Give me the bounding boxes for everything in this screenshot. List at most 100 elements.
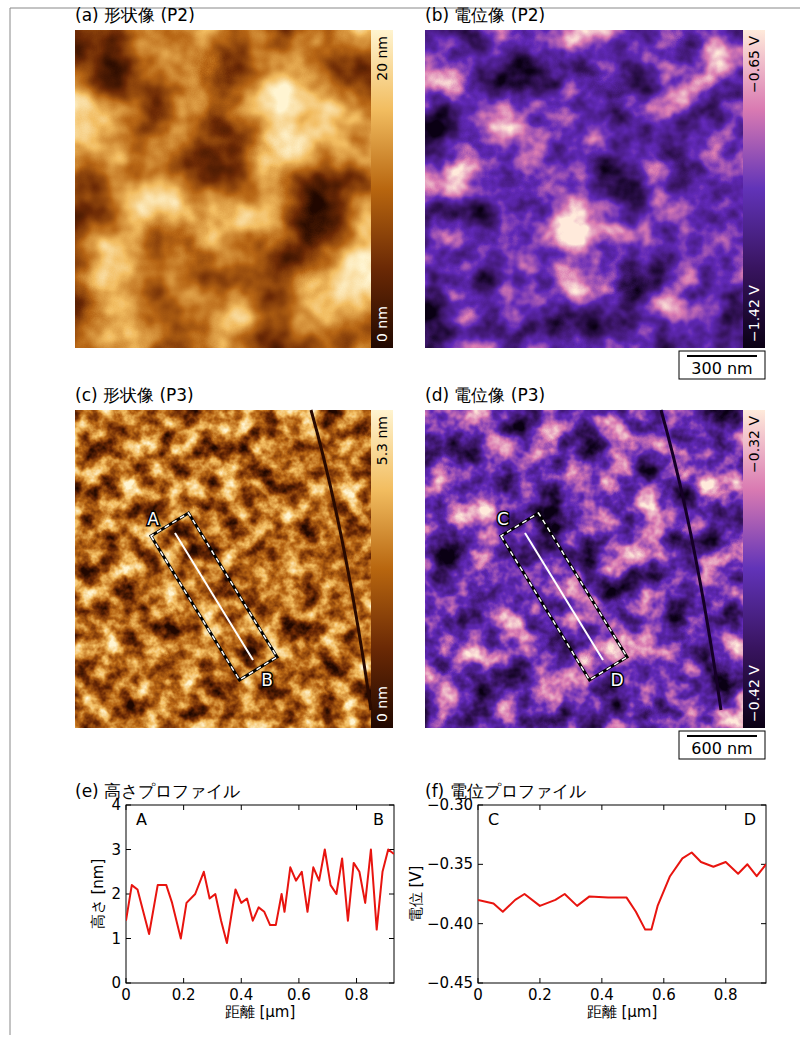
y-axis-title: 電位 [V]	[407, 866, 425, 923]
x-tick	[601, 978, 602, 983]
y-tick	[761, 805, 766, 806]
panel-title: (b) 電位像 (P2)	[425, 5, 545, 25]
x-tick	[241, 805, 242, 810]
profile-end-label: D	[744, 810, 756, 829]
scale-bar-box	[679, 731, 765, 759]
color-bar	[743, 410, 765, 728]
color-bar	[371, 410, 393, 728]
y-tick	[126, 983, 131, 984]
x-tick-label: 0.6	[287, 986, 311, 1004]
x-axis-title: 距離 [μm]	[225, 1003, 296, 1021]
profile-line	[525, 533, 603, 660]
y-tick-label: 4	[111, 796, 121, 814]
x-tick	[539, 805, 540, 810]
x-tick	[725, 978, 726, 983]
scan-image	[75, 410, 371, 728]
x-tick-label: 0.4	[229, 986, 253, 1004]
x-tick	[356, 978, 357, 983]
x-tick	[183, 978, 184, 983]
y-tick-label: −0.45	[427, 974, 473, 992]
profile-line	[175, 533, 253, 660]
profile-box	[501, 513, 627, 680]
scale-bar-box	[679, 351, 765, 379]
x-tick	[241, 978, 242, 983]
x-tick	[601, 805, 602, 810]
panel-title: (e) 高さプロファイル	[75, 781, 240, 801]
y-tick	[389, 938, 394, 939]
panel-title: (c) 形状像 (P3)	[75, 385, 194, 405]
y-tick	[389, 983, 394, 984]
profile-box	[501, 513, 627, 680]
plot-area	[478, 853, 766, 930]
figure: (a) 形状像 (P2)0 nm20 nm(b) 電位像 (P2)−1.42 V…	[0, 0, 806, 1039]
x-tick	[478, 805, 479, 810]
scale-bar-label: 300 nm	[691, 359, 752, 378]
color-bar-label: −0.65 V	[746, 36, 762, 93]
x-tick-label: 0	[121, 986, 131, 1004]
x-tick	[356, 805, 357, 810]
y-tick	[126, 849, 131, 850]
y-tick-label: 3	[111, 841, 121, 859]
x-tick-label: 0.4	[590, 986, 614, 1004]
color-bar-label: 0 nm	[374, 686, 390, 722]
x-tick-label: 0.2	[528, 986, 552, 1004]
x-tick-label: 0.8	[345, 986, 369, 1004]
color-bar-label: 5.3 nm	[374, 416, 390, 465]
y-tick	[761, 983, 766, 984]
scan-image	[75, 30, 371, 348]
x-tick	[478, 978, 479, 983]
y-axis-title: 高さ [nm]	[89, 859, 107, 930]
profile-end-label: B	[261, 670, 273, 690]
x-tick	[126, 805, 127, 810]
profile-end-label: A	[136, 810, 147, 829]
y-tick	[126, 805, 131, 806]
x-tick-label: 0.8	[714, 986, 738, 1004]
profile-end-label: D	[610, 670, 623, 690]
x-tick	[725, 805, 726, 810]
y-tick	[389, 894, 394, 895]
y-tick	[478, 923, 483, 924]
boundary	[311, 410, 371, 710]
color-bar-label: −0.42 V	[746, 665, 762, 722]
x-tick-label: 0	[473, 986, 483, 1004]
y-tick-label: 2	[111, 885, 121, 903]
panel-title: (a) 形状像 (P2)	[75, 5, 195, 25]
color-bar	[371, 30, 393, 348]
x-tick	[663, 805, 664, 810]
profile-line	[478, 853, 766, 930]
y-tick-label: −0.30	[427, 796, 473, 814]
x-axis-title: 距離 [μm]	[587, 1003, 658, 1021]
profile-box	[151, 513, 277, 680]
profile-end-label: A	[147, 509, 159, 529]
boundary	[661, 410, 721, 710]
x-tick	[126, 978, 127, 983]
y-tick	[761, 923, 766, 924]
panel-title: (d) 電位像 (P3)	[425, 385, 545, 405]
y-tick-label: 1	[111, 930, 121, 948]
y-tick	[389, 805, 394, 806]
scale-bar	[687, 735, 757, 737]
color-bar-label: 0 nm	[374, 306, 390, 342]
color-bar-label: 20 nm	[374, 36, 390, 81]
y-tick	[478, 805, 483, 806]
x-tick-label: 0.2	[172, 986, 196, 1004]
frame	[10, 8, 11, 1035]
y-tick-label: −0.35	[427, 855, 473, 873]
profile-end-label: B	[373, 810, 384, 829]
x-tick	[539, 978, 540, 983]
x-tick	[298, 805, 299, 810]
y-tick-label: −0.40	[427, 915, 473, 933]
profile-end-label: C	[488, 810, 499, 829]
plot-frame	[126, 805, 394, 983]
plot-frame	[478, 805, 766, 983]
plot-area	[126, 850, 394, 944]
x-tick-label: 0.6	[652, 986, 676, 1004]
scan-image	[425, 410, 743, 728]
y-tick	[126, 938, 131, 939]
x-tick	[663, 978, 664, 983]
profile-box	[151, 513, 277, 680]
scale-bar-label: 600 nm	[691, 739, 752, 758]
color-bar-label: −1.42 V	[746, 285, 762, 342]
x-tick	[183, 805, 184, 810]
scan-image	[425, 30, 743, 348]
